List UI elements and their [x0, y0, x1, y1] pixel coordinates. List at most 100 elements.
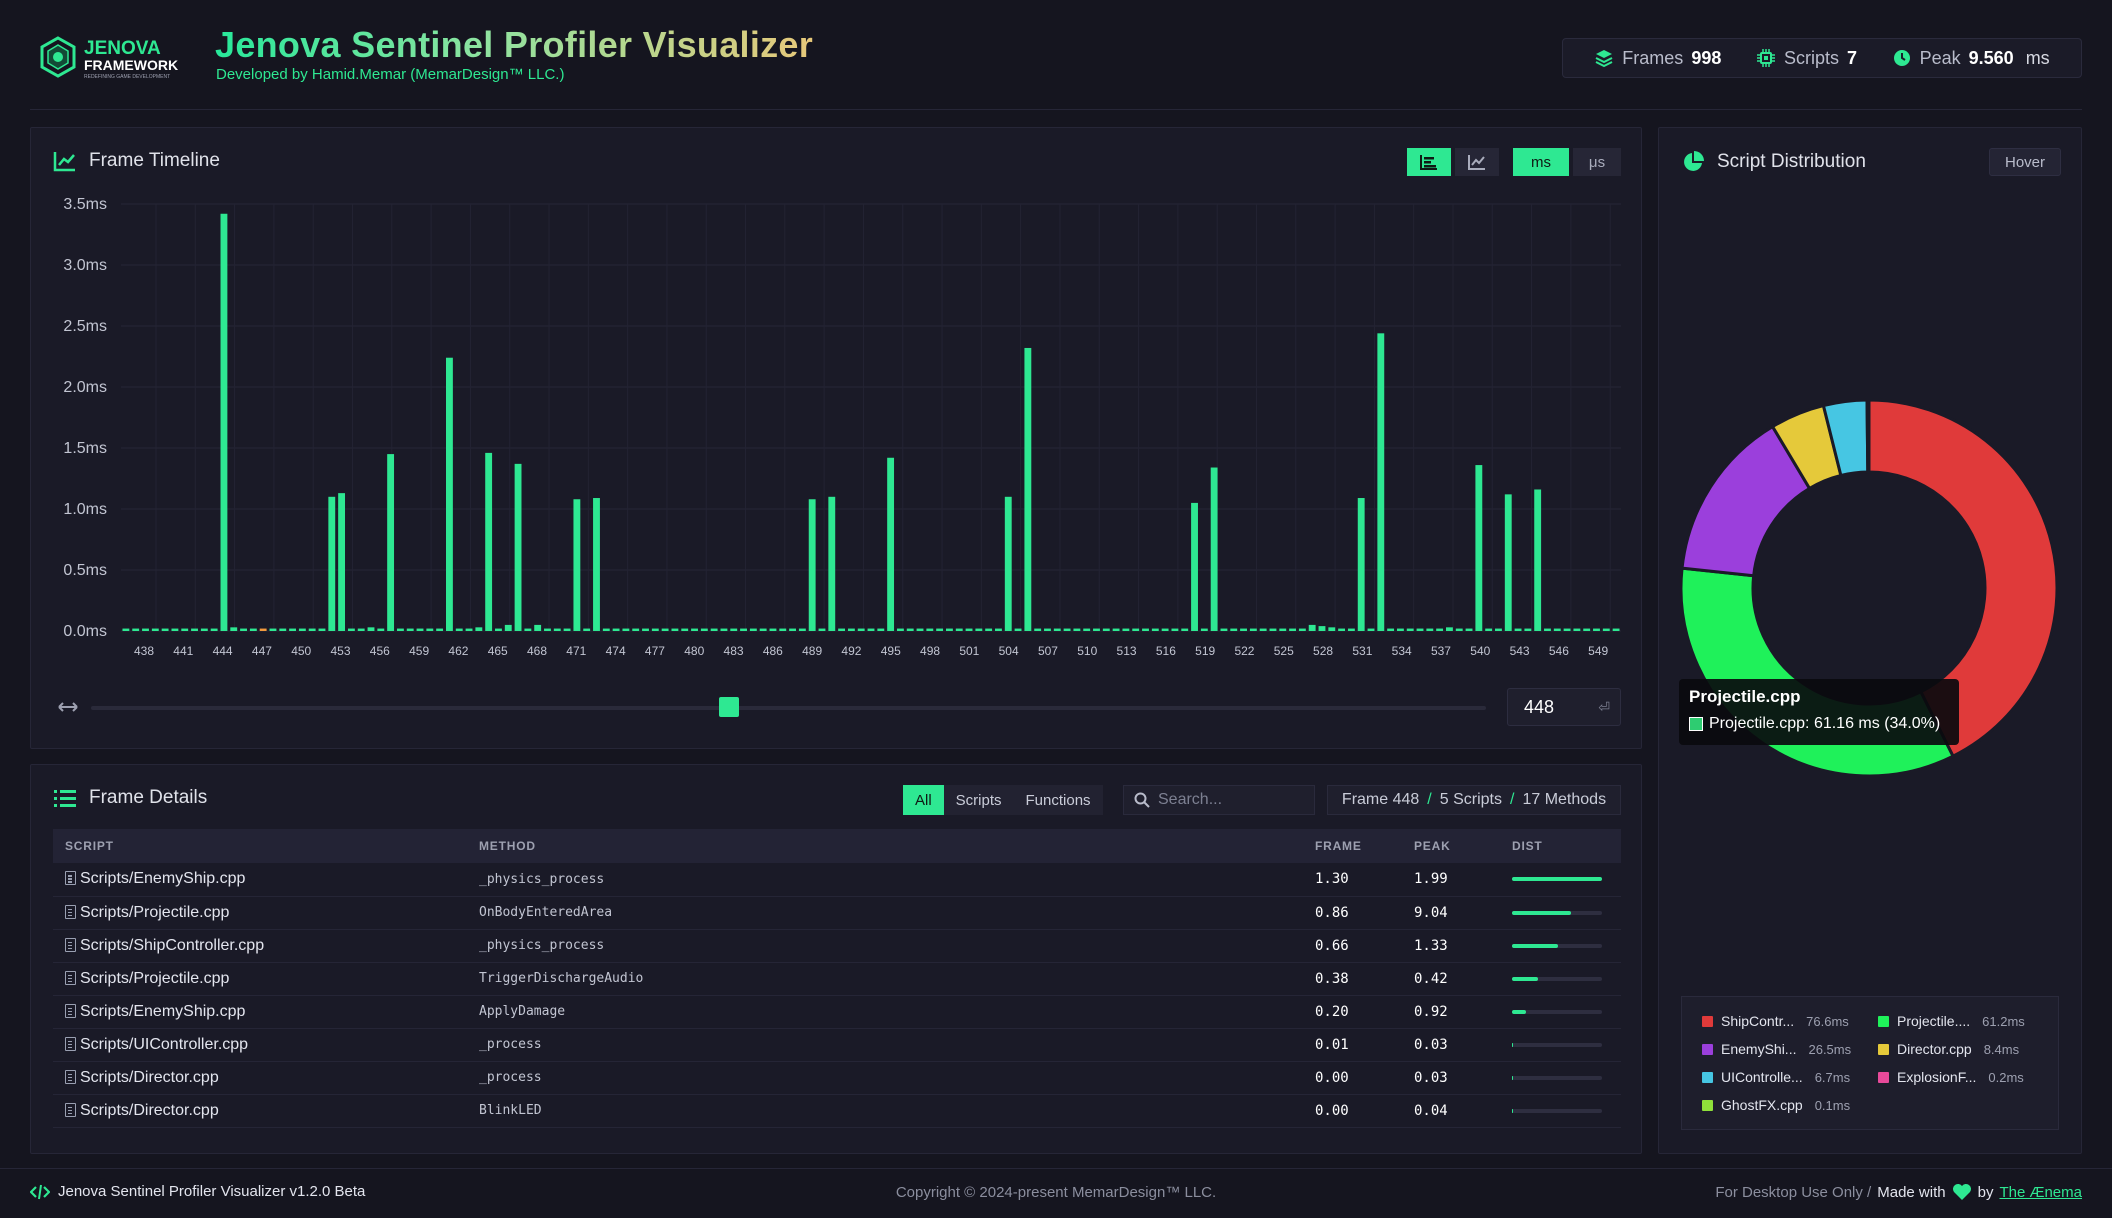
frame-bar[interactable] [769, 628, 777, 631]
frame-bar[interactable] [240, 628, 247, 631]
frame-bar[interactable] [877, 628, 885, 631]
frame-bar[interactable] [1230, 628, 1238, 631]
frame-bar[interactable] [387, 454, 395, 631]
frame-bar[interactable] [1161, 628, 1169, 631]
frame-bar[interactable] [1553, 628, 1561, 631]
frame-bar[interactable] [975, 628, 983, 631]
frame-bar[interactable] [504, 624, 512, 631]
frame-bar[interactable] [1024, 347, 1032, 631]
frame-bar[interactable] [691, 628, 698, 631]
table-row[interactable]: Scripts/Director.cpp BlinkLED 0.00 0.04 [53, 1094, 1621, 1128]
frame-bar[interactable] [1132, 628, 1140, 631]
frame-bar[interactable] [710, 628, 718, 631]
frame-bar[interactable] [455, 628, 463, 631]
legend-item[interactable]: GhostFX.cpp 0.1ms [1702, 1097, 1862, 1113]
frame-bar[interactable] [1563, 628, 1571, 631]
frame-bar[interactable] [622, 628, 630, 631]
frame-bar[interactable] [367, 627, 375, 631]
frame-bar[interactable] [1044, 628, 1051, 631]
legend-item[interactable]: Director.cpp 8.4ms [1878, 1041, 2038, 1057]
frame-bar[interactable] [867, 628, 875, 631]
legend-item[interactable]: UIControlle... 6.7ms [1702, 1069, 1862, 1085]
frame-bar[interactable] [298, 628, 306, 631]
frame-bar[interactable] [191, 628, 198, 631]
frame-bar[interactable] [1328, 627, 1336, 631]
frame-bar[interactable] [1524, 628, 1532, 631]
frame-bar[interactable] [1308, 624, 1316, 631]
author-link[interactable]: The Ænema [1999, 1183, 2082, 1201]
col-peak[interactable]: PEAK [1402, 829, 1500, 863]
frame-bar[interactable] [1171, 628, 1179, 631]
frame-bar[interactable] [1514, 628, 1522, 631]
frame-bar[interactable] [553, 628, 561, 631]
filter-functions[interactable]: Functions [1013, 785, 1103, 815]
frame-bar[interactable] [838, 628, 846, 631]
line-chart-button[interactable] [1455, 148, 1499, 176]
col-method[interactable]: METHOD [467, 829, 1303, 863]
frame-bar[interactable] [700, 628, 708, 631]
frame-bar[interactable] [1063, 628, 1071, 631]
frame-bar[interactable] [279, 628, 287, 631]
frame-bar[interactable] [347, 628, 355, 631]
frame-bar[interactable] [583, 628, 591, 631]
frame-bar[interactable] [161, 628, 169, 631]
frame-bar[interactable] [602, 628, 610, 631]
frame-bar[interactable] [1612, 628, 1620, 631]
frame-bar[interactable] [1593, 628, 1600, 631]
frame-bar[interactable] [524, 628, 532, 631]
frame-bar[interactable] [955, 628, 963, 631]
frame-bar[interactable] [1220, 628, 1228, 631]
frame-bar[interactable] [936, 628, 944, 631]
frame-bar[interactable] [818, 628, 826, 631]
frame-bar[interactable] [926, 628, 934, 631]
frame-bar[interactable] [1259, 628, 1267, 631]
frame-bar[interactable] [308, 628, 316, 631]
frame-bar[interactable] [1034, 628, 1042, 631]
table-row[interactable]: Scripts/Director.cpp _process 0.00 0.03 [53, 1061, 1621, 1095]
frame-bar[interactable] [1200, 628, 1208, 631]
frame-bar[interactable] [1426, 628, 1434, 631]
frame-bar[interactable] [1338, 628, 1346, 631]
frame-bar[interactable] [906, 628, 914, 631]
frame-bar[interactable] [465, 628, 473, 631]
legend-item[interactable]: ExplosionF... 0.2ms [1878, 1069, 2038, 1085]
donut-slice[interactable] [1866, 398, 1871, 474]
frame-bar[interactable] [1455, 628, 1463, 631]
frame-bar[interactable] [1377, 333, 1385, 631]
frame-bar[interactable] [1318, 626, 1326, 631]
frame-bar[interactable] [220, 213, 228, 631]
frame-bar[interactable] [436, 628, 444, 631]
frame-bar[interactable] [1495, 628, 1502, 631]
frame-bar[interactable] [1122, 628, 1130, 631]
frame-bar[interactable] [1014, 628, 1022, 631]
frame-bar[interactable] [1485, 628, 1493, 631]
table-row[interactable]: Scripts/EnemyShip.cpp ApplyDamage 0.20 0.92 [53, 995, 1621, 1029]
frame-bar[interactable] [249, 628, 257, 631]
frame-bar[interactable] [181, 628, 189, 631]
frame-bar[interactable] [210, 628, 218, 631]
frame-bar[interactable] [720, 628, 728, 631]
col-script[interactable]: SCRIPT [53, 829, 467, 863]
frame-bar[interactable] [779, 628, 787, 631]
frame-bar[interactable] [142, 628, 149, 631]
frame-bar[interactable] [1210, 467, 1218, 631]
frame-bar[interactable] [965, 628, 973, 631]
table-row[interactable]: Scripts/Projectile.cpp TriggerDischargeAu… [53, 962, 1621, 996]
frame-bar[interactable] [946, 628, 953, 631]
filter-all[interactable]: All [903, 785, 944, 815]
frame-bar[interactable] [534, 624, 542, 631]
donut-slice[interactable] [1867, 398, 2059, 759]
frame-bar[interactable] [132, 628, 140, 631]
filter-scripts[interactable]: Scripts [943, 785, 1014, 815]
table-row[interactable]: Scripts/UIController.cpp _process 0.01 0.03 [53, 1028, 1621, 1062]
frame-number-input[interactable]: 448 ⏎ [1507, 688, 1621, 726]
frame-bar[interactable] [338, 493, 346, 631]
frame-bar[interactable] [475, 627, 483, 631]
unit-ms-button[interactable]: ms [1513, 148, 1569, 176]
timeline-bar-chart[interactable]: 3.5ms 3.0ms 2.5ms 2.0ms 1.5ms 1.0ms 0.5ms 0.0ms… [31, 128, 1643, 688]
frame-bar[interactable] [1142, 628, 1149, 631]
legend-item[interactable]: ShipContr... 76.6ms [1702, 1013, 1862, 1029]
frame-bar[interactable] [985, 628, 993, 631]
frame-bar[interactable] [1367, 628, 1375, 631]
frame-bar[interactable] [230, 627, 238, 631]
